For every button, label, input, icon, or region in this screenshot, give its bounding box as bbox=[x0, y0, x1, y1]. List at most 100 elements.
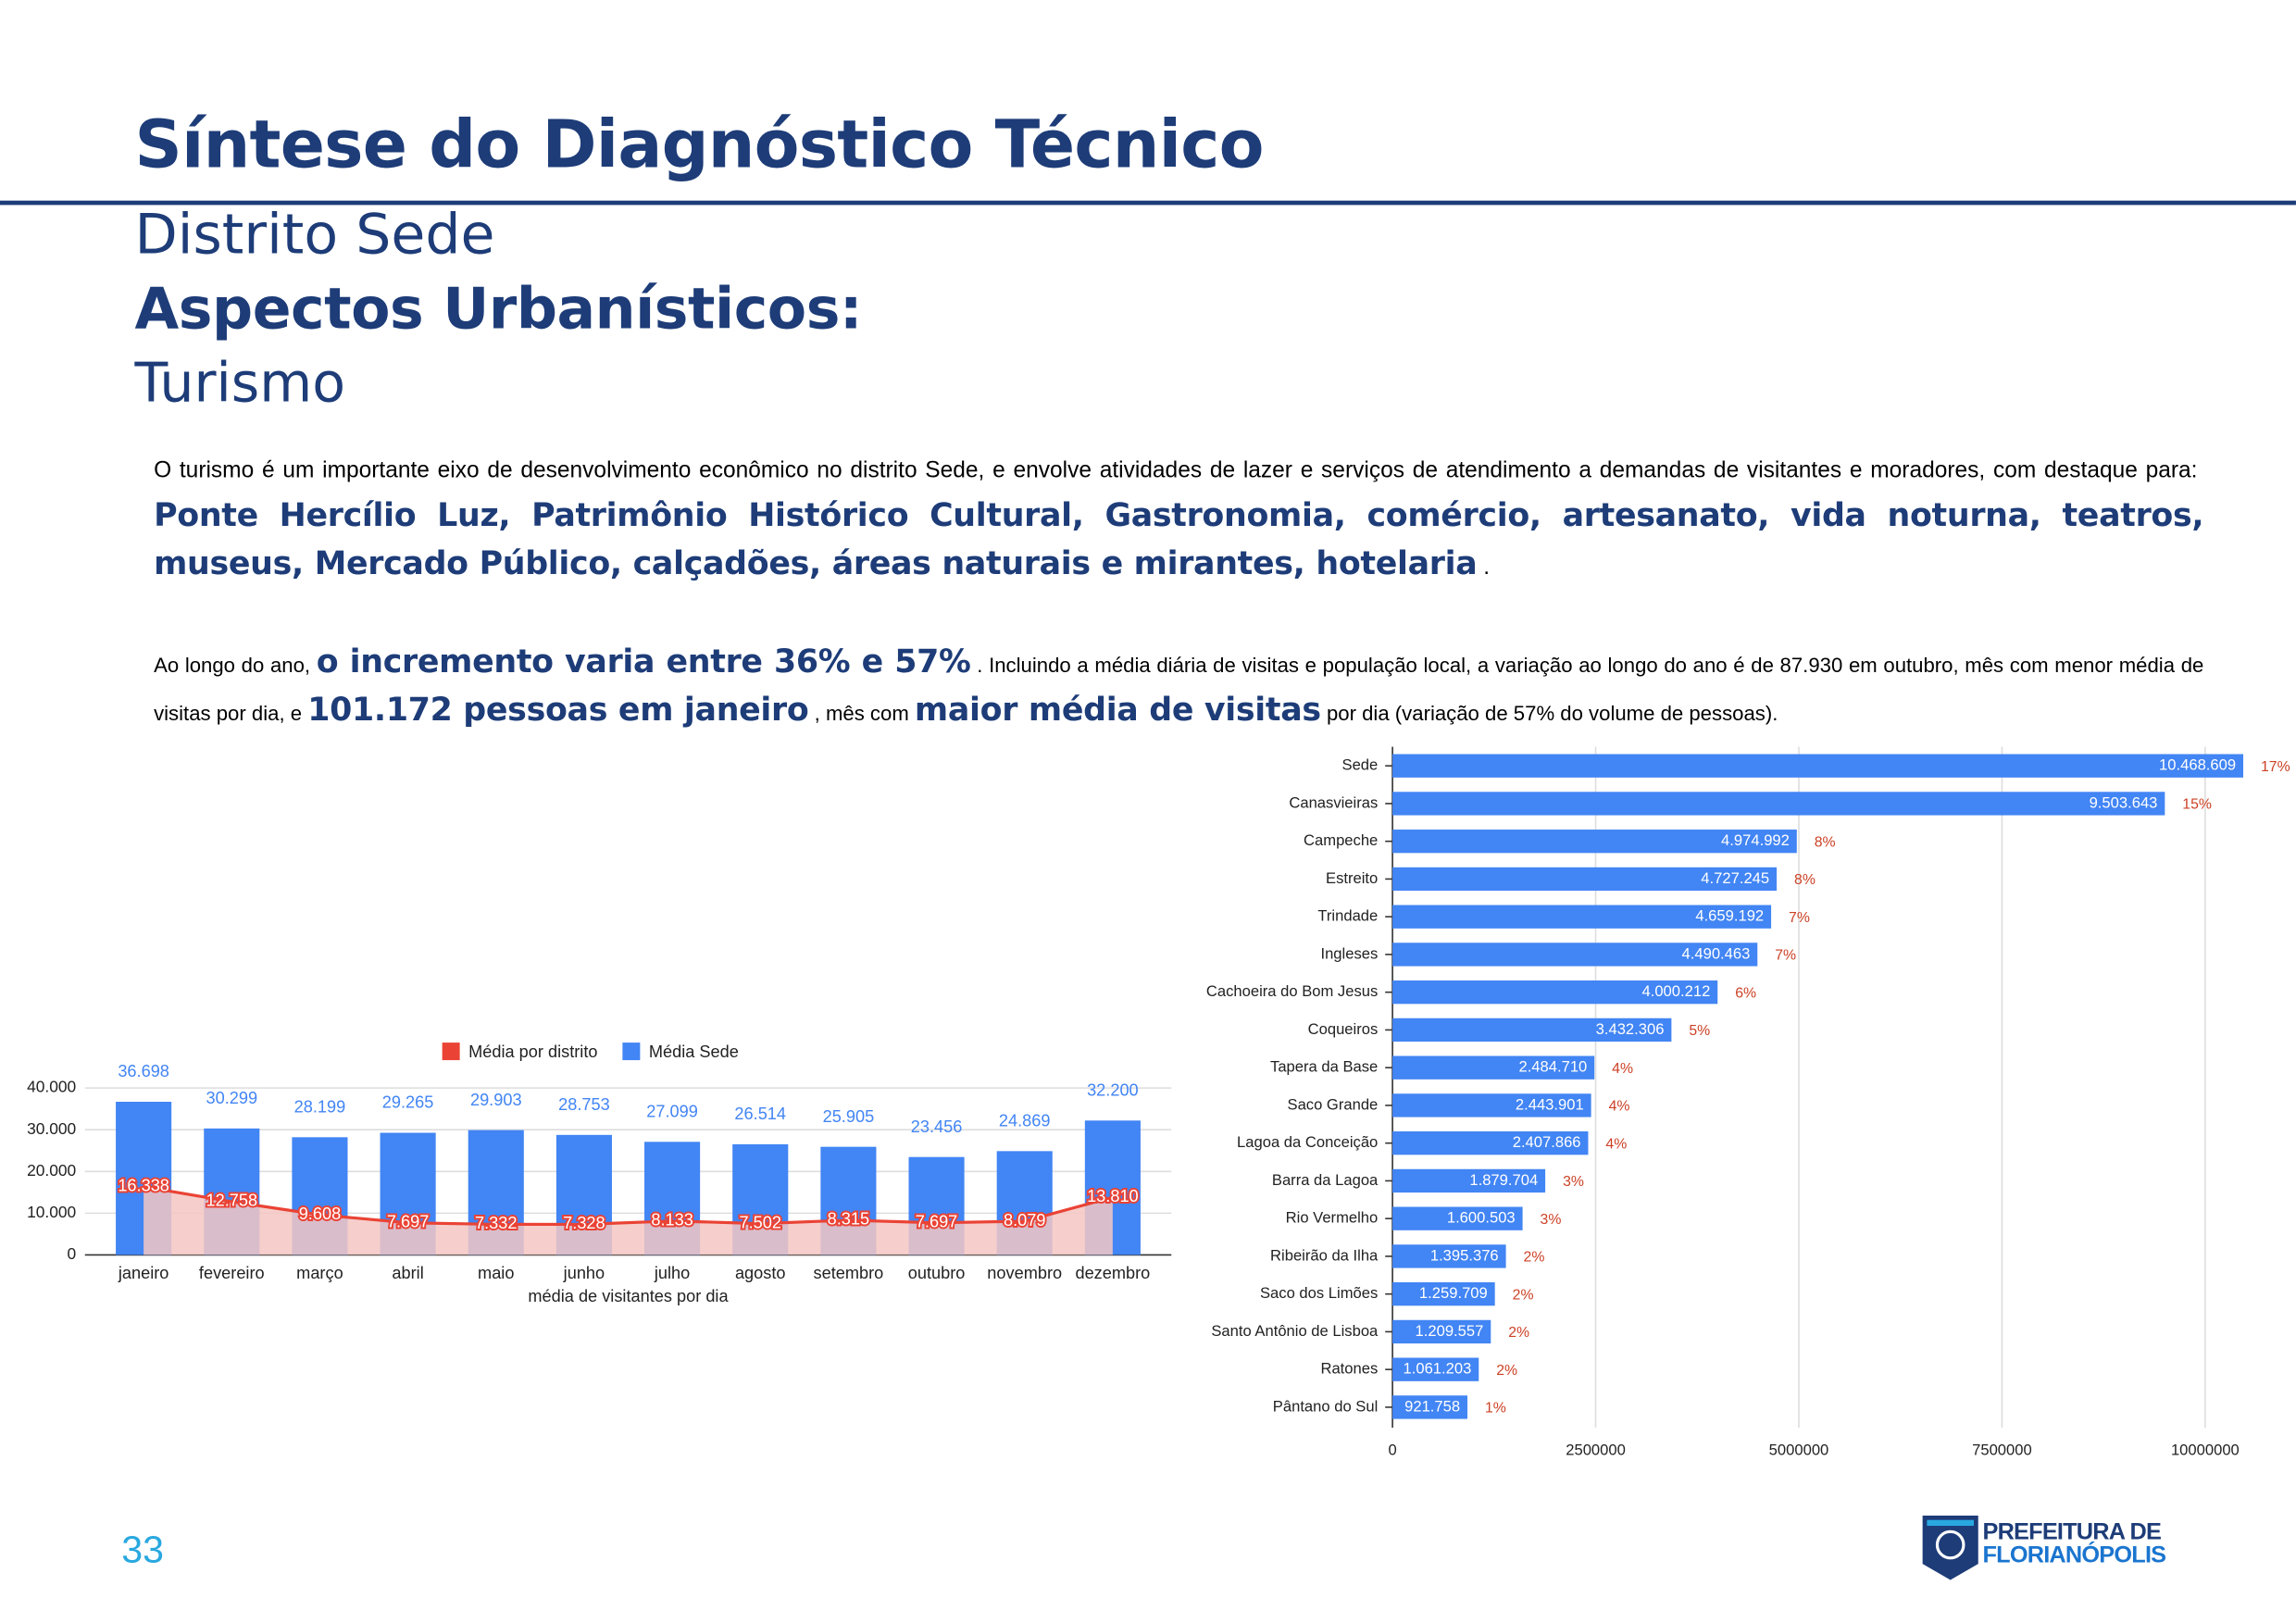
bar bbox=[1392, 830, 1797, 854]
y-tick-label: 10.000 bbox=[27, 1203, 76, 1221]
share-label: 7% bbox=[1775, 948, 1796, 964]
text: O turismo é um importante eixo de desenv… bbox=[154, 458, 2198, 483]
bar bbox=[1392, 867, 1778, 892]
x-tick-label: outubro bbox=[908, 1264, 966, 1282]
value-label: 26.514 bbox=[734, 1105, 786, 1123]
value-label: 921.758 bbox=[1404, 1397, 1460, 1415]
value-label: 1.209.557 bbox=[1416, 1322, 1484, 1340]
bar bbox=[1392, 1357, 1479, 1381]
bar bbox=[1392, 1282, 1495, 1306]
value-label: 1.600.503 bbox=[1447, 1209, 1516, 1227]
share-label: 2% bbox=[1508, 1325, 1529, 1341]
y-tick-label: Ribeirão da Ilha bbox=[1270, 1246, 1379, 1264]
bar bbox=[1392, 1093, 1591, 1117]
x-tick-label: dezembro bbox=[1075, 1264, 1150, 1282]
value-label: 32.200 bbox=[1087, 1080, 1139, 1099]
highlight: Ponte Hercílio Luz, Patrimônio Histórico… bbox=[154, 497, 2204, 583]
logo-shield bbox=[1922, 1515, 1978, 1580]
value-label: 12.758 bbox=[206, 1192, 257, 1210]
share-label: 4% bbox=[1612, 1061, 1633, 1077]
page-number: 33 bbox=[121, 1527, 165, 1572]
bar bbox=[1392, 1131, 1589, 1155]
value-label: 7.502 bbox=[740, 1213, 781, 1231]
value-label: 29.903 bbox=[470, 1091, 522, 1109]
legend-swatch bbox=[442, 1042, 460, 1061]
bar bbox=[1392, 905, 1772, 929]
x-tick-label: 5000000 bbox=[1769, 1442, 1829, 1459]
text: . bbox=[1483, 555, 1491, 581]
y-tick-label: Lagoa da Conceição bbox=[1237, 1133, 1378, 1151]
share-label: 2% bbox=[1496, 1363, 1517, 1379]
value-label: 1.879.704 bbox=[1469, 1171, 1538, 1189]
value-label: 29.265 bbox=[382, 1093, 434, 1112]
line bbox=[143, 1185, 1114, 1226]
value-label: 3.432.306 bbox=[1596, 1020, 1665, 1038]
value-label: 1.061.203 bbox=[1404, 1360, 1472, 1378]
share-label: 2% bbox=[1524, 1250, 1545, 1266]
bar bbox=[1392, 1168, 1546, 1193]
highlight: 101.172 pessoas em janeiro bbox=[307, 693, 809, 730]
value-label: 4.000.212 bbox=[1641, 982, 1710, 1000]
area bbox=[144, 1186, 1113, 1255]
bar bbox=[1392, 792, 2165, 816]
value-label: 2.484.710 bbox=[1518, 1058, 1587, 1076]
y-tick-label: Saco Grande bbox=[1288, 1095, 1379, 1113]
y-tick-label: 20.000 bbox=[27, 1161, 76, 1180]
logo-text: FLORIANÓPOLIS bbox=[1982, 1543, 2166, 1568]
x-tick-label: 0 bbox=[1388, 1442, 1396, 1459]
share-label: 8% bbox=[1794, 872, 1816, 888]
x-tick-label: março bbox=[296, 1264, 343, 1282]
logo-text: PREFEITURA DE bbox=[1982, 1519, 2162, 1545]
value-label: 25.905 bbox=[823, 1107, 875, 1126]
y-tick-label: Tapera da Base bbox=[1270, 1058, 1378, 1076]
share-label: 4% bbox=[1609, 1099, 1630, 1115]
x-tick-label: janeiro bbox=[118, 1264, 169, 1282]
text: por dia (variação de 57% do volume de pe… bbox=[1326, 701, 1778, 725]
value-label: 28.753 bbox=[558, 1095, 610, 1114]
share-label: 5% bbox=[1689, 1023, 1710, 1039]
value-label: 7.697 bbox=[916, 1213, 957, 1231]
value-label: 7.332 bbox=[475, 1214, 517, 1232]
share-label: 2% bbox=[1513, 1287, 1534, 1303]
x-tick-label: 10000000 bbox=[2171, 1442, 2240, 1459]
y-tick-label: Canasvieiras bbox=[1289, 793, 1378, 811]
share-label: 8% bbox=[1815, 834, 1836, 850]
text: Ao longo do ano, bbox=[154, 653, 311, 677]
y-tick-label: 40.000 bbox=[27, 1078, 76, 1096]
y-tick-label: Santo Antônio de Lisboa bbox=[1211, 1322, 1379, 1340]
paragraph: Ao longo do ano, o incremento varia entr… bbox=[154, 640, 2203, 736]
value-label: 10.468.609 bbox=[2159, 756, 2236, 774]
value-label: 13.810 bbox=[1087, 1187, 1139, 1205]
text: . Incluindo a média diária de visitas e … bbox=[154, 653, 2204, 725]
share-label: 4% bbox=[1605, 1136, 1627, 1152]
value-label: 24.869 bbox=[999, 1111, 1051, 1130]
bar bbox=[1392, 1206, 1523, 1230]
legend-swatch bbox=[622, 1042, 641, 1061]
x-tick-label: abril bbox=[392, 1264, 423, 1282]
section-heading: Aspectos Urbanísticos: bbox=[134, 276, 863, 343]
x-tick-label: setembro bbox=[814, 1264, 884, 1282]
y-tick-label: Barra da Lagoa bbox=[1272, 1171, 1379, 1189]
bar bbox=[1392, 1244, 1506, 1268]
value-label: 9.608 bbox=[299, 1205, 341, 1223]
x-tick-label: fevereiro bbox=[199, 1264, 265, 1282]
subtitle: Distrito Sede bbox=[134, 202, 495, 267]
value-label: 23.456 bbox=[911, 1117, 963, 1136]
value-label: 8.315 bbox=[828, 1210, 869, 1229]
value-label: 7.697 bbox=[387, 1213, 429, 1231]
value-label: 28.199 bbox=[294, 1097, 346, 1116]
x-tick-label: novembro bbox=[987, 1264, 1062, 1282]
y-tick-label: Sede bbox=[1342, 756, 1379, 774]
y-tick-label: Rio Vermelho bbox=[1286, 1209, 1379, 1227]
share-label: 3% bbox=[1541, 1212, 1562, 1228]
value-label: 4.727.245 bbox=[1701, 869, 1769, 887]
value-label: 2.407.866 bbox=[1513, 1133, 1581, 1151]
share-label: 6% bbox=[1735, 985, 1756, 1001]
x-tick-label: agosto bbox=[735, 1264, 786, 1282]
y-tick-label: Ratones bbox=[1320, 1360, 1378, 1378]
y-tick-label: 0 bbox=[68, 1244, 77, 1263]
y-tick-label: Campeche bbox=[1304, 831, 1378, 849]
bar bbox=[1392, 754, 2244, 778]
